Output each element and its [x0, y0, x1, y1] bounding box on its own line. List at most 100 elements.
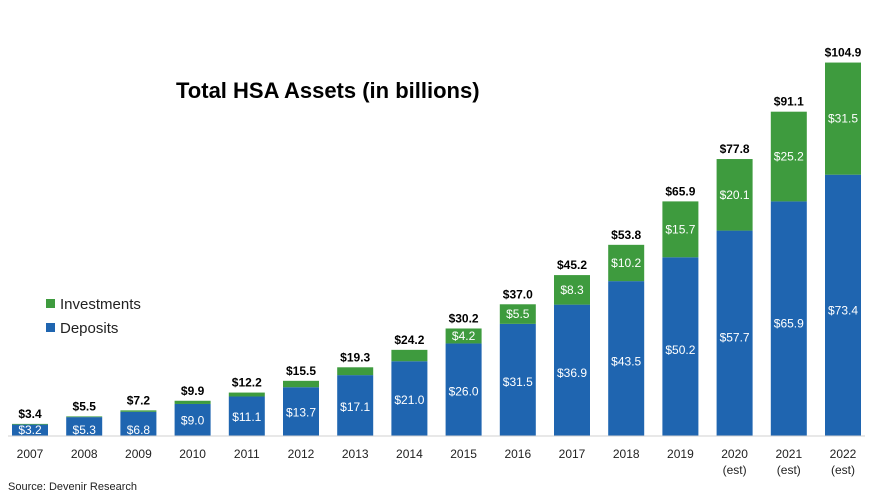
bar-deposits-11 — [608, 281, 645, 436]
label-investments-9: $5.5 — [506, 307, 530, 321]
legend-label-deposits: Deposits — [60, 320, 118, 337]
total-label-0: $3.4 — [18, 407, 42, 421]
bar-deposits-10 — [554, 304, 590, 436]
label-investments-12: $15.7 — [665, 222, 695, 236]
label-deposits-0: $3.2 — [18, 423, 42, 437]
bar-investments-1 — [66, 416, 103, 418]
label-deposits-4: $11.1 — [232, 410, 261, 424]
bar-deposits-1 — [66, 417, 103, 436]
label-deposits-13: $57.7 — [720, 330, 750, 344]
chart-title: Total HSA Assets (in billions) — [176, 78, 480, 103]
label-deposits-3: $9.0 — [181, 414, 205, 428]
label-deposits-5: $13.7 — [286, 406, 316, 420]
x-tick-label-14-est: (est) — [777, 463, 801, 477]
bar-investments-2 — [120, 410, 157, 412]
bar-deposits-0 — [12, 424, 48, 436]
total-label-3: $9.9 — [181, 384, 205, 398]
x-tick-label-4: 2011 — [234, 447, 260, 461]
x-tick-label-7: 2014 — [396, 447, 423, 461]
bar-investments-8 — [445, 328, 482, 344]
x-tick-label-5: 2012 — [288, 447, 315, 461]
source-note: Source: Devenir Research — [8, 481, 137, 493]
bar-investments-9 — [499, 304, 536, 324]
bar-investments-11 — [608, 244, 645, 282]
bar-investments-15 — [825, 62, 861, 175]
label-deposits-8: $26.0 — [449, 385, 479, 399]
bar-deposits-3 — [174, 403, 211, 436]
x-tick-label-10: 2017 — [559, 447, 586, 461]
total-label-6: $19.3 — [340, 350, 370, 364]
bar-investments-0 — [12, 423, 48, 425]
label-deposits-2: $6.8 — [127, 423, 151, 437]
label-investments-14: $25.2 — [774, 150, 804, 164]
total-label-14: $91.1 — [774, 95, 804, 109]
x-tick-label-14: 2021 — [775, 447, 802, 461]
total-label-2: $7.2 — [127, 393, 151, 407]
x-tick-label-2: 2009 — [125, 447, 152, 461]
x-tick-label-15: 2022 — [830, 447, 857, 461]
x-tick-label-11: 2018 — [613, 447, 640, 461]
x-tick-label-13-est: (est) — [723, 463, 747, 477]
x-tick-label-12: 2019 — [667, 447, 694, 461]
total-label-7: $24.2 — [394, 333, 424, 347]
bar-investments-4 — [228, 392, 265, 397]
label-investments-8: $4.2 — [452, 329, 476, 343]
total-label-12: $65.9 — [665, 184, 695, 198]
total-label-11: $53.8 — [611, 228, 641, 242]
total-label-13: $77.8 — [720, 142, 750, 156]
bar-deposits-8 — [445, 343, 482, 436]
x-tick-label-1: 2008 — [71, 447, 98, 461]
bar-investments-7 — [391, 349, 428, 362]
bar-deposits-15 — [825, 174, 861, 437]
bar-investments-6 — [337, 367, 374, 376]
total-label-15: $104.9 — [825, 46, 862, 60]
label-deposits-7: $21.0 — [394, 393, 424, 407]
label-deposits-9: $31.5 — [503, 375, 533, 389]
legend-swatch-deposits — [46, 323, 55, 332]
bar-investments-12 — [662, 201, 699, 258]
label-deposits-14: $65.9 — [774, 316, 804, 330]
bar-deposits-4 — [228, 396, 265, 436]
bar-investments-3 — [174, 400, 211, 404]
total-label-10: $45.2 — [557, 258, 587, 272]
legend-swatch-investments — [46, 299, 55, 308]
label-deposits-10: $36.9 — [557, 366, 587, 380]
label-deposits-15: $73.4 — [828, 304, 858, 318]
label-investments-10: $8.3 — [560, 283, 584, 297]
label-deposits-1: $5.3 — [73, 423, 97, 437]
bar-investments-5 — [283, 380, 319, 388]
x-tick-label-0: 2007 — [17, 447, 44, 461]
bar-deposits-5 — [283, 387, 319, 436]
x-tick-label-15-est: (est) — [831, 463, 855, 477]
bar-deposits-9 — [499, 323, 536, 436]
legend-label-investments: Investments — [60, 296, 141, 313]
bar-investments-13 — [716, 159, 753, 231]
bar-deposits-2 — [120, 411, 157, 436]
x-tick-label-8: 2015 — [450, 447, 477, 461]
total-label-4: $12.2 — [232, 376, 262, 390]
total-label-9: $37.0 — [503, 287, 533, 301]
total-label-1: $5.5 — [73, 399, 97, 413]
total-label-5: $15.5 — [286, 364, 316, 378]
label-investments-11: $10.2 — [611, 256, 641, 270]
label-deposits-6: $17.1 — [340, 400, 370, 414]
x-tick-label-3: 2010 — [179, 447, 206, 461]
x-tick-label-13: 2020 — [721, 447, 748, 461]
x-axis: 2007 2008 2009 2010 2011 2012 2013 2014 2015 2016… — [17, 447, 857, 477]
bar-deposits-7 — [391, 361, 428, 436]
label-deposits-11: $43.5 — [611, 355, 641, 369]
bar-deposits-13 — [716, 230, 753, 436]
bar-deposits-6 — [337, 375, 374, 436]
legend: Investments Deposits — [46, 296, 141, 337]
label-investments-15: $31.5 — [828, 112, 858, 126]
bars-layer: $3.2 $3.4 $5.3 $5.5 $6.8 $7.2 $9.0 $9.9 $11.1 $12… — [12, 46, 862, 437]
bar-deposits-14 — [770, 201, 807, 436]
x-tick-label-9: 2016 — [504, 447, 531, 461]
bar-investments-14 — [770, 111, 807, 202]
bar-investments-10 — [554, 275, 590, 305]
x-tick-label-6: 2013 — [342, 447, 369, 461]
label-deposits-12: $50.2 — [665, 343, 695, 357]
bar-deposits-12 — [662, 257, 699, 436]
total-label-8: $30.2 — [449, 311, 479, 325]
